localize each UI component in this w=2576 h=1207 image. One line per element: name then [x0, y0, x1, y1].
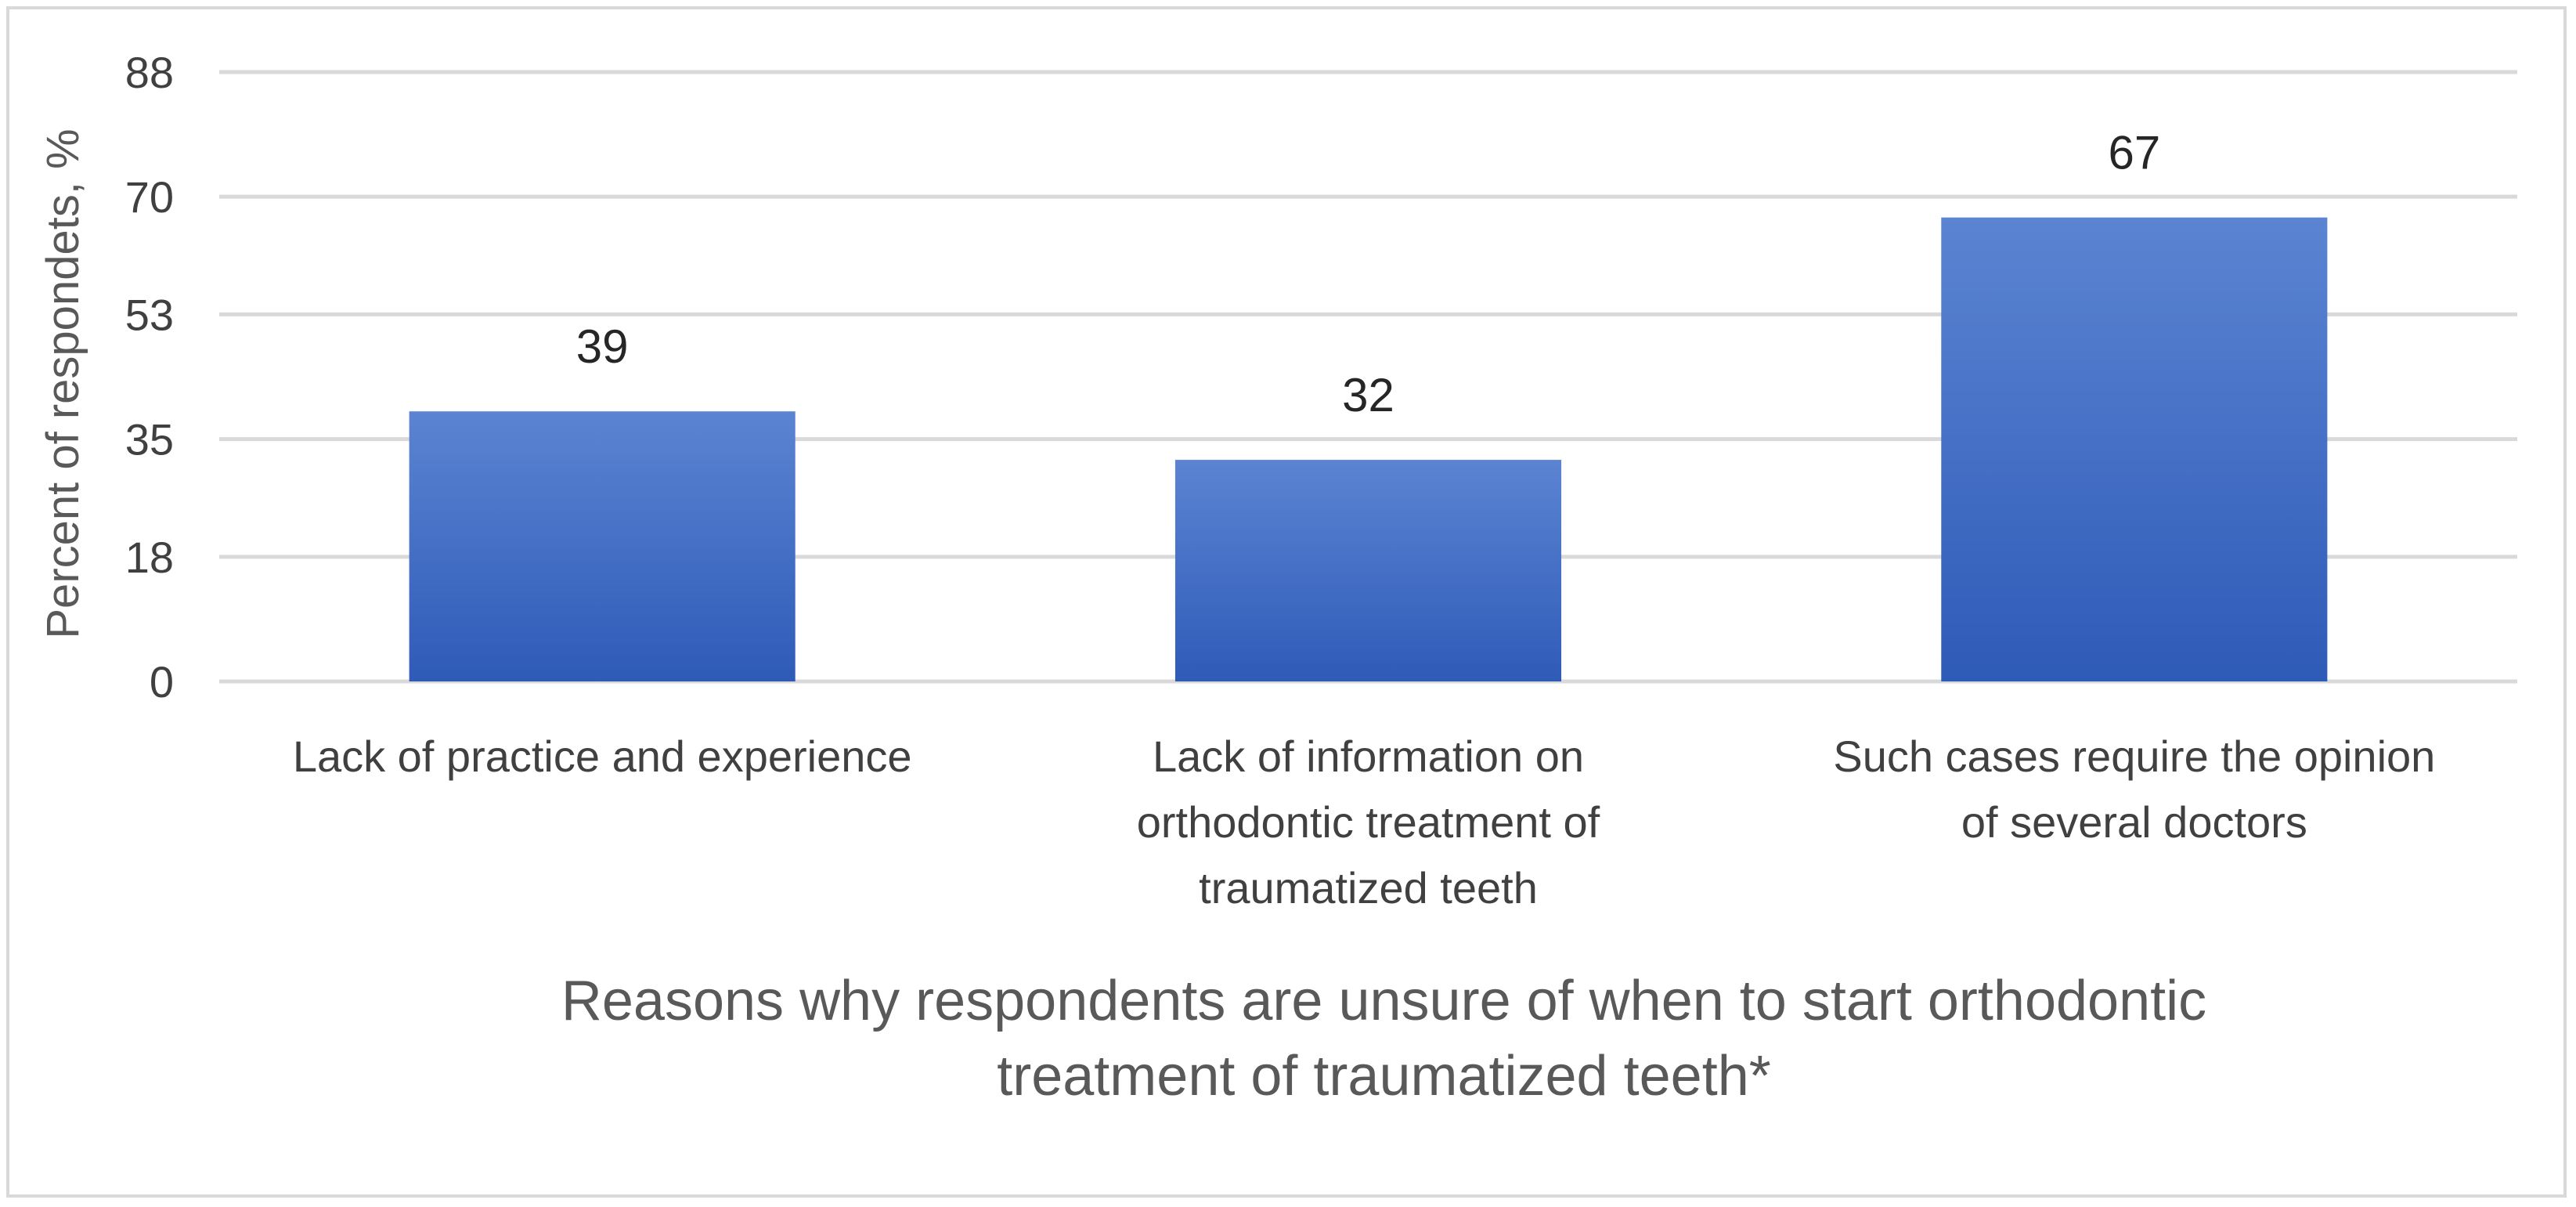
data-label: 39: [576, 320, 629, 373]
bar: [1174, 460, 1562, 681]
x-tick-label-line: Lack of practice and experience: [293, 732, 912, 781]
x-axis-ticks: Lack of practice and experience Lack of i…: [293, 732, 2435, 912]
x-tick-label-line: of several doctors: [1961, 797, 2307, 847]
x-axis-label-line: Reasons why respondents are unsure of wh…: [561, 970, 2206, 1032]
x-tick-label-line: Such cases require the opinion: [1833, 732, 2435, 781]
y-axis-label: Percent of respondets, %: [38, 128, 88, 638]
x-tick-label-line: orthodontic treatment of: [1137, 797, 1600, 847]
x-tick-label: Lack of practice and experience: [293, 732, 912, 781]
bars: [409, 217, 2328, 682]
data-label: 67: [2108, 127, 2160, 179]
x-axis-label: Reasons why respondents are unsure of wh…: [561, 970, 2206, 1108]
x-tick-label: Lack of information on orthodontic treatm…: [1137, 732, 1600, 912]
y-tick-label: 0: [150, 657, 174, 706]
y-tick-label: 88: [125, 48, 174, 97]
bar: [409, 411, 796, 681]
x-tick-label-line: traumatized teeth: [1199, 863, 1538, 912]
bar: [1941, 217, 2328, 682]
data-labels: 39 32 67: [576, 127, 2160, 421]
y-axis-ticks: 0 18 35 53 70 88: [125, 48, 174, 706]
x-axis-label-line: treatment of traumatized teeth*: [997, 1045, 1771, 1108]
data-label: 32: [1342, 369, 1394, 421]
y-tick-label: 70: [125, 172, 174, 222]
x-tick-label: Such cases require the opinion of several…: [1833, 732, 2435, 847]
y-tick-label: 53: [125, 290, 174, 339]
y-tick-label: 35: [125, 415, 174, 464]
y-tick-label: 18: [125, 533, 174, 582]
x-tick-label-line: Lack of information on: [1153, 732, 1584, 781]
